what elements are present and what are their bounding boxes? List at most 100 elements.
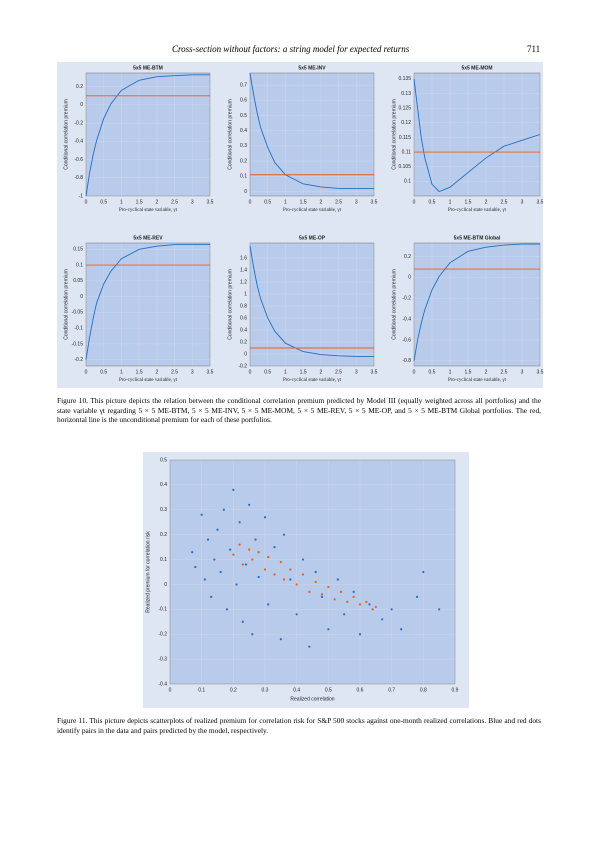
- x-tick-label: 0.8: [420, 687, 427, 693]
- x-tick-label: 2: [485, 369, 488, 375]
- scatter-point: [232, 553, 235, 556]
- x-tick-label: 1.5: [300, 199, 307, 205]
- y-tick-label: 0.3: [160, 507, 167, 513]
- y-tick-label: 0.4: [160, 482, 167, 488]
- scatter-point: [238, 543, 241, 546]
- x-tick-label: 1: [284, 369, 287, 375]
- x-axis-label: Pro-cyclical state variable, γt: [119, 208, 178, 213]
- x-tick-label: 1.5: [136, 199, 143, 205]
- scatter-point: [352, 595, 355, 598]
- scatter-point: [346, 600, 349, 603]
- x-tick-label: 2: [155, 369, 158, 375]
- x-tick-label: 1: [449, 369, 452, 375]
- y-tick-label: 0.105: [398, 164, 411, 170]
- x-tick-label: 1.5: [465, 199, 472, 205]
- y-tick-label: 0.125: [398, 105, 411, 111]
- y-tick-label: -0.3: [158, 656, 167, 662]
- caption: Figure 10. This picture depicts the rela…: [57, 396, 541, 424]
- scatter-point: [301, 573, 305, 576]
- y-tick-label: -0.1: [158, 607, 167, 613]
- chart-title: 5x5 ME-INV: [298, 65, 326, 71]
- x-tick-label: 0.5: [429, 369, 436, 375]
- scatter-point: [248, 548, 251, 551]
- scatter-point: [216, 528, 219, 531]
- y-tick-label: 0.135: [398, 76, 411, 82]
- scatter-point: [251, 633, 254, 636]
- scatter-point: [263, 568, 267, 571]
- scatter-point: [415, 595, 419, 598]
- y-tick-label: 0.5: [240, 113, 247, 119]
- scatter-point: [200, 513, 203, 516]
- y-tick-label: 0.11: [402, 149, 412, 155]
- x-tick-label: 0: [169, 687, 172, 693]
- x-tick-label: 3: [191, 369, 194, 375]
- scatter-point: [358, 633, 362, 636]
- y-tick-label: 1: [244, 291, 247, 297]
- y-axis-label: Conditional correlation premium: [391, 99, 397, 170]
- scatter-point: [289, 568, 292, 571]
- y-tick-label: 0.5: [160, 457, 167, 463]
- y-tick-label: 0: [80, 294, 83, 300]
- y-tick-label: -0.4: [74, 139, 83, 145]
- scatter-point: [210, 595, 213, 598]
- scatter-point: [225, 608, 229, 611]
- x-tick-label: 0.4: [293, 687, 300, 693]
- y-tick-label: 0: [80, 102, 83, 108]
- y-tick-label: 0.4: [240, 128, 247, 134]
- scatter-point: [203, 578, 206, 581]
- x-tick-label: 0: [413, 199, 416, 205]
- scatter-point: [222, 508, 225, 511]
- x-axis-label: Pro-cyclical state variable, γt: [283, 378, 342, 383]
- x-tick-label: 3.5: [207, 369, 214, 375]
- scatter-point: [248, 503, 251, 506]
- x-axis-label: Realized correlation: [290, 696, 334, 702]
- plot-area: [169, 459, 456, 685]
- line-series: [413, 243, 540, 361]
- x-axis-label: Pro-cyclical state variable, γt: [448, 208, 507, 213]
- scatter-point: [400, 628, 403, 631]
- scatter-point: [343, 613, 346, 616]
- x-tick-label: 2: [155, 199, 158, 205]
- scatter-point: [244, 563, 248, 566]
- scatter-point: [241, 563, 244, 566]
- y-tick-label: 0.12: [401, 120, 411, 126]
- plot-area: [249, 242, 375, 367]
- x-tick-label: 3.5: [207, 199, 214, 205]
- plot-area: [413, 242, 541, 367]
- y-tick-label: 0.13: [401, 91, 411, 97]
- scatter-point: [235, 583, 238, 586]
- y-tick-label: 0.1: [240, 174, 247, 180]
- x-tick-label: 0.2: [230, 687, 237, 693]
- plot-area: [85, 72, 211, 197]
- y-tick-label: 0.1: [404, 179, 411, 185]
- scatter-point: [267, 603, 270, 606]
- x-tick-label: 2.5: [171, 199, 178, 205]
- scatter-point: [352, 590, 355, 594]
- x-tick-label: 3: [521, 199, 524, 205]
- scatter-point: [206, 538, 210, 541]
- plot-area: [249, 72, 375, 197]
- y-axis-label: Conditional correlation premium: [63, 99, 69, 170]
- scatter-point: [327, 585, 330, 589]
- x-axis-label: Pro-cyclical state variable, γt: [119, 378, 178, 383]
- x-tick-label: 0.5: [429, 199, 436, 205]
- scatter-point: [320, 595, 324, 598]
- page-number: 711: [527, 44, 541, 54]
- plot-area: [413, 72, 541, 197]
- x-tick-label: 0: [413, 369, 416, 375]
- scatter-point: [219, 570, 222, 574]
- x-tick-label: 2.5: [335, 369, 342, 375]
- scatter-point: [314, 580, 317, 584]
- x-tick-label: 0: [249, 369, 252, 375]
- x-tick-label: 2.5: [501, 199, 508, 205]
- scatter-point: [241, 620, 244, 623]
- y-tick-label: 0.4: [240, 327, 247, 333]
- y-tick-label: 0.7: [240, 82, 247, 88]
- y-tick-label: 0: [244, 351, 247, 357]
- y-tick-label: 1.4: [240, 267, 247, 273]
- scatter-point: [336, 578, 339, 581]
- scatter-point: [308, 590, 311, 594]
- x-axis-label: Pro-cyclical state variable, γt: [448, 378, 507, 383]
- line-series: [249, 72, 374, 189]
- scatter-point: [191, 550, 194, 554]
